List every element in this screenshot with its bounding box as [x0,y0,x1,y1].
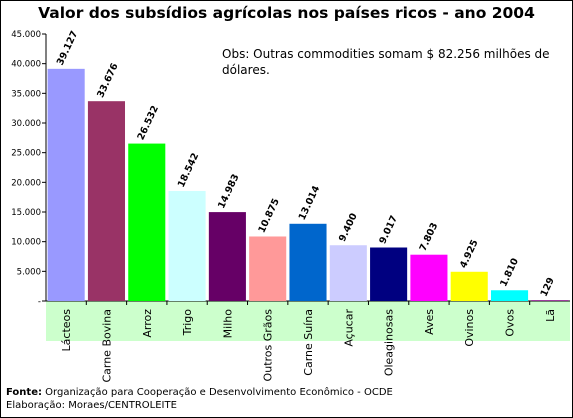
y-tick-label: 15.000 [11,208,41,218]
category-label: Lácteos [60,309,73,352]
bar [47,68,85,301]
y-tick-label: 5.000 [17,267,41,277]
category-label: Trigo [181,309,194,337]
y-tick-label: 20.000 [11,178,41,188]
chart-title: Valor dos subsídios agrícolas nos países… [38,4,535,22]
bar [289,223,327,301]
y-tick-label: 35.000 [11,89,41,99]
source-text: Organização para Cooperação e Desenvolvi… [41,387,393,398]
y-tick-label: 45.000 [11,30,41,40]
bar [490,290,529,301]
category-label: Ovinos [463,309,476,347]
y-tick-label: 25.000 [11,149,41,159]
bar [531,300,569,302]
bar [450,271,488,301]
bar [370,247,408,301]
category-label: Oleaginosas [383,309,396,376]
bar [87,101,126,302]
source-line: Fonte: Organização para Cooperação e Des… [6,386,393,399]
bar [410,254,448,301]
y-tick-label: 10.000 [11,238,41,248]
y-tick-label: 40.000 [11,60,41,70]
category-label: Carne Bovina [100,309,113,383]
bar [168,190,206,301]
category-label: Aves [423,309,436,335]
source-label: Fonte: [6,387,42,398]
category-band [46,301,570,341]
chart-note: Obs: Outras commodities somam $ 82.256 m… [222,47,550,77]
credit-line: Elaboração: Moraes/CENTROLEITE [6,400,177,411]
category-label: Arroz [141,309,154,338]
category-label: Lã [544,309,557,322]
footer: Fonte: Organização para Cooperação e Des… [6,386,393,412]
category-label: Ovos [504,309,517,337]
bar [249,236,287,301]
category-label: Milho [221,309,234,339]
y-tick-label: - [38,297,41,307]
category-label: Outros Grãos [262,309,275,382]
bar [128,143,166,301]
category-label: Carne Suína [302,309,315,376]
bar [208,212,246,301]
bar [329,245,367,301]
y-tick-label: 30.000 [11,119,41,129]
category-label: Açucar [342,309,355,347]
